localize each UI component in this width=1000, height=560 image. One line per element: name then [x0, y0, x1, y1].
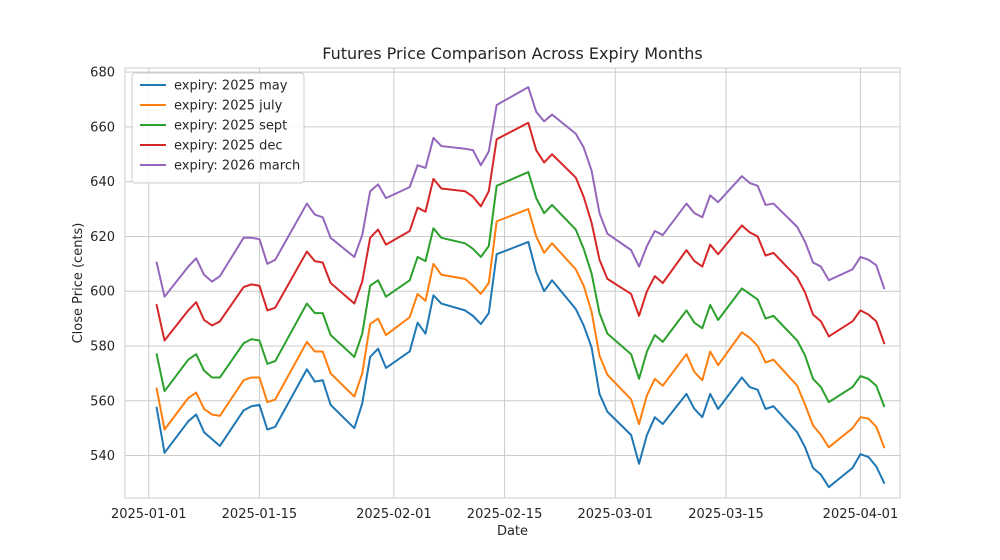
x-tick-label: 2025-04-01 — [823, 507, 899, 522]
legend-label: expiry: 2025 sept — [174, 119, 287, 134]
y-tick-label: 600 — [90, 285, 115, 300]
series-line — [155, 171, 886, 408]
legend-label: expiry: 2025 july — [174, 99, 283, 114]
series-lines — [155, 86, 886, 489]
series-line — [155, 240, 886, 489]
legend-label: expiry: 2026 march — [174, 159, 300, 174]
plot-frame — [124, 67, 901, 499]
legend-label: expiry: 2025 dec — [174, 139, 283, 154]
tick-labels: 540 560 580 600 620 640 660 680 2025-01-01 2025-0… — [90, 66, 898, 522]
x-tick-label: 2025-03-15 — [688, 507, 764, 522]
x-tick-label: 2025-02-01 — [356, 507, 432, 522]
legend: expiry: 2025 may expiry: 2025 july expiry:… — [131, 72, 305, 184]
x-tick-label: 2025-01-15 — [222, 507, 298, 522]
series-line — [155, 121, 886, 345]
x-tick-label: 2025-02-15 — [467, 507, 543, 522]
y-tick-label: 540 — [90, 449, 115, 464]
y-axis-title: Close Price (cents) — [71, 223, 86, 344]
x-tick-label: 2025-03-01 — [578, 507, 654, 522]
y-tick-label: 580 — [90, 339, 115, 354]
series-line — [155, 208, 886, 449]
y-tick-label: 620 — [90, 230, 115, 245]
chart-title: Futures Price Comparison Across Expiry M… — [322, 44, 702, 63]
series-line — [155, 86, 886, 298]
legend-box — [131, 72, 305, 184]
x-axis-title: Date — [497, 524, 528, 539]
x-tick-label: 2025-01-01 — [111, 507, 187, 522]
y-tick-label: 680 — [90, 66, 115, 81]
y-tick-label: 560 — [90, 394, 115, 409]
legend-label: expiry: 2025 may — [174, 79, 288, 94]
y-tick-label: 660 — [90, 120, 115, 135]
y-tick-label: 640 — [90, 175, 115, 190]
